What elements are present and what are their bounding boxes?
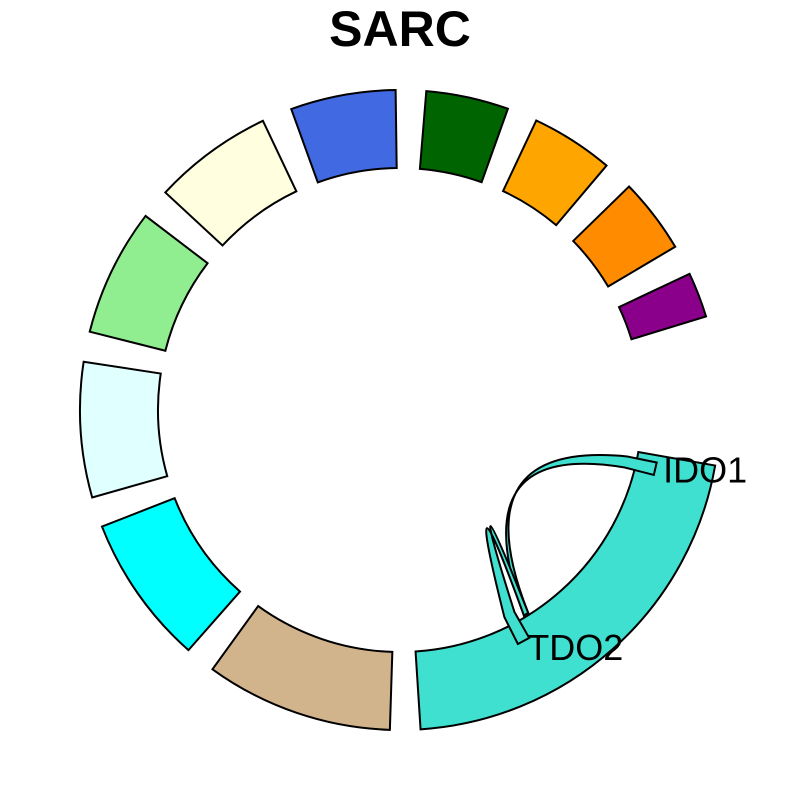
gene-label-group: IDO1 TDO2 — [527, 450, 747, 669]
sector-ring — [79, 89, 717, 731]
chart-title: SARC — [329, 1, 471, 57]
link-group — [485, 454, 658, 646]
sector-1 — [571, 185, 677, 288]
sector-2 — [501, 119, 608, 227]
sector-6 — [88, 214, 209, 352]
sector-8 — [100, 496, 242, 652]
gene-label-ido1: IDO1 — [663, 450, 747, 491]
sector-9 — [211, 604, 394, 731]
sector-10 — [414, 450, 717, 731]
sector-7 — [79, 360, 169, 499]
link-tdo2 — [485, 525, 531, 646]
sector-0 — [617, 272, 708, 341]
sector-3 — [418, 90, 510, 184]
sector-4 — [289, 89, 398, 184]
sector-5 — [163, 119, 298, 247]
gene-label-tdo2: TDO2 — [527, 627, 623, 668]
